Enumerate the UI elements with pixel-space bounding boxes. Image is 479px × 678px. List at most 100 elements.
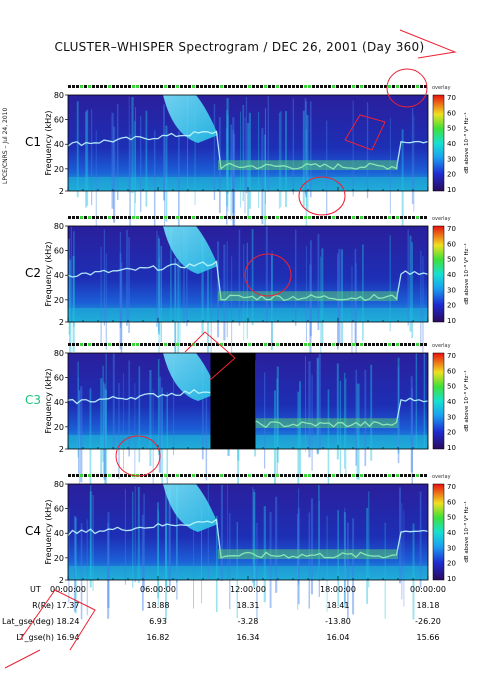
emission-streak — [226, 110, 228, 207]
status-strip-segment — [132, 343, 135, 346]
status-strip-segment — [140, 85, 143, 88]
emission-streak — [80, 523, 83, 620]
status-strip-segment — [128, 474, 131, 477]
status-strip-segment — [216, 216, 219, 219]
status-strip-segment — [252, 474, 255, 477]
y-tick-label: 20 — [54, 296, 64, 305]
status-strip-segment — [280, 85, 283, 88]
status-strip-segment — [272, 474, 275, 477]
status-strip-segment — [108, 216, 111, 219]
status-strip-segment — [284, 85, 287, 88]
status-strip-segment — [220, 474, 223, 477]
status-strip-segment — [372, 343, 375, 346]
emission-streak — [320, 256, 322, 353]
y-tick-label: 2 — [59, 318, 64, 327]
emission-streak — [302, 110, 305, 207]
status-strip-segment — [160, 343, 163, 346]
status-strip-segment — [180, 474, 183, 477]
status-strip-segment — [160, 216, 163, 219]
status-strip-segment — [408, 216, 411, 219]
emission-streak — [270, 254, 273, 351]
status-strip-segment — [196, 474, 199, 477]
emission-streak — [397, 357, 400, 454]
status-strip-segment — [424, 85, 427, 88]
status-strip-segment — [84, 216, 87, 219]
y-tick-label: 40 — [54, 398, 64, 407]
status-strip-segment — [240, 216, 243, 219]
emission-streak — [186, 230, 188, 327]
emission-streak — [158, 376, 162, 473]
emission-streak — [227, 484, 229, 581]
status-strip-segment — [184, 343, 187, 346]
status-strip-segment — [300, 474, 303, 477]
ephemeris-value: -13.80 — [325, 617, 351, 626]
status-strip-segment — [412, 85, 415, 88]
x-tick-label: 18:00:00 — [320, 585, 356, 594]
status-strip-segment — [228, 216, 231, 219]
status-strip-segment — [388, 85, 391, 88]
emission-streak — [137, 486, 140, 583]
status-strip-segment — [424, 474, 427, 477]
status-strip-segment — [128, 343, 131, 346]
spacecraft-label: C1 — [25, 135, 41, 149]
status-strip-segment — [92, 474, 95, 477]
emission-streak — [174, 258, 177, 355]
status-strip-segment — [424, 343, 427, 346]
status-strip-segment — [100, 474, 103, 477]
status-strip-segment — [368, 216, 371, 219]
emission-streak — [407, 229, 409, 326]
status-strip-segment — [204, 474, 207, 477]
status-strip-segment — [232, 343, 235, 346]
emission-streak — [173, 359, 175, 456]
emission-streak — [177, 131, 180, 228]
status-strip-segment — [220, 343, 223, 346]
status-strip-segment — [240, 343, 243, 346]
emission-streak — [256, 522, 258, 619]
status-strip-segment — [408, 343, 411, 346]
status-strip-segment — [412, 474, 415, 477]
emission-streak — [366, 507, 369, 604]
status-strip-segment — [76, 216, 79, 219]
ephemeris-value: 18.31 — [237, 601, 260, 610]
status-strip-segment — [132, 474, 135, 477]
status-strip-segment — [176, 343, 179, 346]
emission-streak — [160, 245, 163, 342]
spectrogram-background — [68, 484, 428, 580]
emission-streak — [157, 358, 160, 455]
status-strip-segment — [196, 85, 199, 88]
emission-streak — [200, 507, 203, 604]
emission-streak — [89, 491, 92, 588]
status-strip-segment — [136, 85, 139, 88]
emission-streak — [345, 378, 347, 475]
emission-streak — [163, 104, 165, 201]
emission-streak — [226, 98, 229, 195]
status-strip-segment — [376, 85, 379, 88]
emission-streak — [251, 229, 254, 326]
status-strip-segment — [72, 85, 75, 88]
colorbar-tick-label: 20 — [447, 302, 456, 310]
emission-streak — [103, 229, 106, 326]
status-strip-segment — [88, 216, 91, 219]
emission-streak — [207, 484, 209, 581]
status-strip-segment — [352, 474, 355, 477]
emission-streak — [86, 109, 89, 206]
x-tick-label: 00:00:00 — [50, 585, 86, 594]
status-strip-segment — [420, 216, 423, 219]
emission-streak — [411, 242, 413, 339]
status-strip-segment — [168, 474, 171, 477]
emission-streak — [226, 241, 228, 338]
emission-streak — [326, 120, 328, 217]
emission-streak — [157, 238, 161, 335]
emission-streak — [100, 246, 102, 343]
emission-streak — [129, 134, 131, 231]
emission-streak — [318, 353, 321, 450]
x-tick-label: 12:00:00 — [230, 585, 266, 594]
emission-streak — [389, 235, 391, 332]
emission-streak — [105, 353, 107, 450]
status-strip-segment — [212, 474, 215, 477]
status-strip-segment — [284, 216, 287, 219]
emission-streak — [132, 491, 134, 588]
status-strip-segment — [304, 216, 307, 219]
emission-streak — [327, 389, 330, 486]
